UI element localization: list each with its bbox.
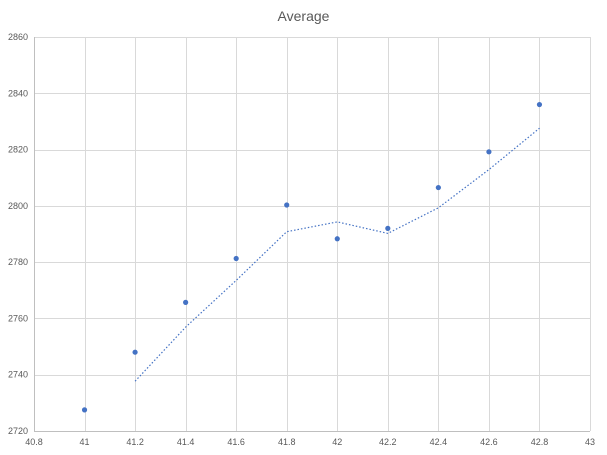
x-tick-labels: 40.8 41 41.2 41.4 41.6 41.8 42 42.2 42.4 42.6 42.8… xyxy=(25,437,595,447)
chart-title: Average xyxy=(277,8,330,24)
y-tick-label: 2800 xyxy=(8,201,28,211)
x-tick-label: 42.2 xyxy=(379,437,397,447)
y-tick-label: 2760 xyxy=(8,313,28,323)
data-point xyxy=(334,236,340,242)
y-tick-labels: 2720 2740 2760 2780 2800 2820 2840 2860 xyxy=(8,32,28,436)
data-point xyxy=(385,225,391,231)
x-tick-label: 43 xyxy=(585,437,595,447)
y-tick-label: 2840 xyxy=(8,88,28,98)
x-tick-label: 41 xyxy=(80,437,90,447)
x-tick-label: 41.4 xyxy=(177,437,195,447)
x-tick-label: 42.4 xyxy=(430,437,448,447)
y-gridlines xyxy=(34,37,590,432)
data-point xyxy=(132,349,138,355)
y-tick-label: 2720 xyxy=(8,426,28,436)
y-tick-label: 2820 xyxy=(8,145,28,155)
data-point xyxy=(435,184,441,191)
x-tick-label: 40.8 xyxy=(25,437,43,447)
data-point xyxy=(284,202,290,208)
x-tick-label: 41.6 xyxy=(227,437,245,447)
x-tick-label: 42.8 xyxy=(531,437,549,447)
data-point xyxy=(183,299,189,305)
data-point xyxy=(536,101,543,108)
data-point xyxy=(81,407,88,413)
x-tick-label: 41.8 xyxy=(278,437,296,447)
x-gridlines xyxy=(34,37,591,431)
y-tick-label: 2780 xyxy=(8,257,28,267)
x-tick-label: 41.2 xyxy=(126,437,144,447)
x-tick-label: 42 xyxy=(332,437,342,447)
data-point xyxy=(233,255,239,262)
x-tick-label: 42.6 xyxy=(480,437,498,447)
data-point xyxy=(486,149,492,155)
data-points xyxy=(81,101,543,413)
axes xyxy=(34,37,590,432)
y-tick-label: 2860 xyxy=(8,32,28,42)
y-tick-label: 2740 xyxy=(8,370,28,380)
